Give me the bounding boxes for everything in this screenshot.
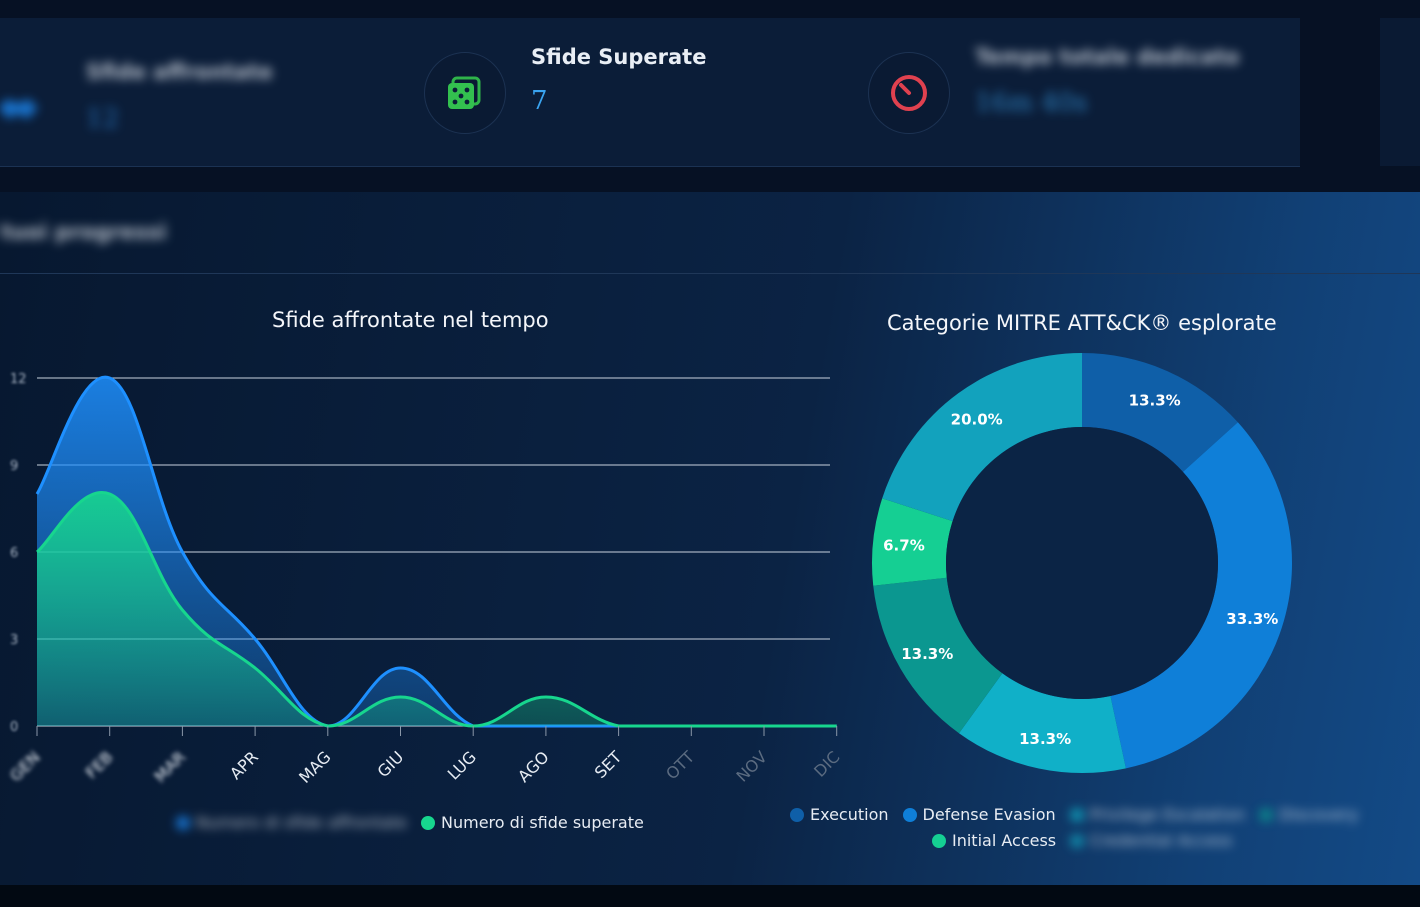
donut-slice[interactable] — [958, 673, 1126, 773]
legend-label: Discovery — [1279, 805, 1359, 824]
panel-divider — [0, 273, 1420, 274]
x-tick-label: DIC — [810, 747, 843, 780]
legend-dot — [1259, 807, 1274, 822]
legend-dot — [421, 815, 436, 830]
handshake-icon — [0, 70, 58, 150]
x-tick-label: OTT — [662, 747, 698, 783]
slice-label: 13.3% — [1019, 730, 1071, 748]
legend-label: Initial Access — [952, 831, 1057, 850]
donut-hole — [946, 427, 1218, 699]
legend-dot — [790, 807, 804, 822]
legend-dot — [902, 807, 917, 822]
donut-legend-row-1: Execution Defense Evasion Privilege Esca… — [790, 805, 1372, 824]
stat-title: Sfide Superate — [531, 45, 707, 69]
y-tick-label: 12 — [10, 372, 27, 387]
legend-item-execution[interactable]: Execution — [790, 805, 889, 824]
x-tick-label: NOV — [732, 747, 770, 785]
y-tick-label: 0 — [10, 720, 18, 735]
x-tick-label: LUG — [444, 747, 480, 783]
y-tick-label: 3 — [10, 633, 18, 648]
legend-dot — [176, 815, 190, 830]
legend-item-privilege-escalation[interactable]: Privilege Escalation — [1069, 805, 1246, 824]
donut-chart: 13.3% 33.3% 13.3% 13.3% 6.7% 20.0% — [872, 353, 1292, 773]
stat-value: 12 — [86, 104, 120, 134]
area-chart-legend: Numero di sfide affrontate Numero di sfi… — [176, 813, 658, 832]
stats-bar-edge — [1380, 18, 1420, 166]
y-tick-label: 9 — [10, 459, 18, 474]
series-area-passed — [37, 492, 837, 726]
stat-title: Sfide affrontate — [86, 60, 273, 84]
panel-title: I tuoi progressi — [0, 220, 167, 244]
legend-label: Numero di sfide affrontate — [196, 813, 408, 832]
slice-label: 20.0% — [951, 410, 1003, 428]
legend-item-defense-evasion[interactable]: Defense Evasion — [902, 805, 1056, 824]
slice-label: 13.3% — [1129, 391, 1181, 409]
legend-label: Credential Access — [1090, 831, 1233, 850]
legend-dot — [1070, 833, 1085, 848]
clock-icon — [868, 52, 950, 134]
y-tick-label: 6 — [10, 546, 18, 561]
donut-slice[interactable] — [1082, 353, 1238, 472]
slice-label: 13.3% — [901, 645, 953, 663]
legend-item-credential-access[interactable]: Credential Access — [1070, 831, 1232, 850]
x-tick-label: GIU — [374, 747, 408, 781]
donut-legend-row-2: Initial Access Credential Access — [932, 831, 1246, 850]
legend-item-discovery[interactable]: Discovery — [1259, 805, 1358, 824]
donut-slice[interactable] — [882, 353, 1082, 522]
legend-label: Defense Evasion — [922, 805, 1056, 824]
stat-title: Tempo totale dedicato — [975, 45, 1240, 69]
x-tick-label: SET — [591, 747, 626, 782]
x-tick-label: GEN — [6, 747, 44, 785]
stat-value: 16m 40s — [975, 88, 1088, 118]
x-tick-label: FEB — [82, 747, 117, 782]
legend-item-passed[interactable]: Numero di sfide superate — [421, 813, 644, 832]
x-tick-label: MAG — [295, 747, 335, 787]
donut-chart-title: Categorie MITRE ATT&CK® esplorate — [887, 311, 1277, 335]
footer-strip — [0, 885, 1420, 907]
stats-bar: Sfide affrontate 12 Sfide Superate 7 Tem… — [0, 18, 1300, 167]
x-tick-label: MAR — [150, 747, 189, 786]
area-chart-title: Sfide affrontate nel tempo — [272, 308, 549, 332]
legend-label: Privilege Escalation — [1089, 805, 1246, 824]
legend-item-initial-access[interactable]: Initial Access — [932, 831, 1056, 850]
x-tick-label: AGO — [514, 747, 553, 786]
slice-label: 6.7% — [883, 537, 925, 555]
donut-slice[interactable] — [1110, 422, 1292, 769]
legend-label: Numero di sfide superate — [441, 813, 644, 832]
stat-value: 7 — [531, 86, 548, 116]
slice-label: 33.3% — [1226, 610, 1278, 628]
x-tick-label: APR — [226, 747, 262, 783]
legend-dot — [932, 833, 946, 848]
legend-label: Execution — [810, 805, 889, 824]
donut-slice[interactable] — [872, 498, 953, 586]
area-chart: 0 3 6 9 12 GEN FEB MAR APR MAG GIU LUG AGO SET OTT NOV D… — [6, 372, 844, 787]
donut-slice[interactable] — [873, 577, 1003, 734]
legend-dot — [1069, 807, 1084, 822]
legend-item-faced[interactable]: Numero di sfide affrontate — [176, 813, 407, 832]
dice-icon — [424, 52, 506, 134]
series-area-faced — [37, 377, 837, 726]
